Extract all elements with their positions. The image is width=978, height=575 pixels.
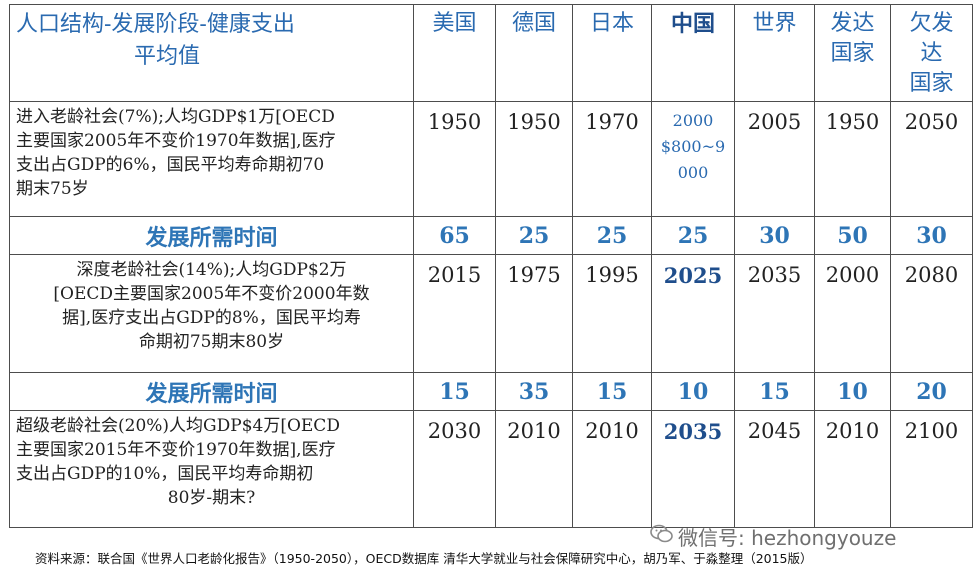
watermark-text: 微信号: hezhongyouze [678, 526, 897, 550]
table-cell: 1970 [572, 101, 652, 217]
table-cell: 2050 [890, 101, 973, 217]
table-cell: 15 [572, 372, 652, 411]
table-cell-china: 2025 [651, 254, 735, 373]
header-row: 人口结构-发展阶段-健康支出 平均值 美国 德国 日本 中国 世界 发达 国家 欠… [9, 4, 973, 102]
title-line-1: 人口结构-发展阶段-健康支出 [16, 12, 295, 37]
gap-label: 发展所需时间 [9, 216, 414, 255]
col-header-world: 世界 [734, 4, 815, 102]
gap-row-1: 发展所需时间 65 25 25 25 30 50 30 [9, 216, 973, 255]
table-cell: 1950 [495, 101, 573, 217]
table-cell: 25 [651, 216, 735, 255]
gap-label: 发展所需时间 [9, 372, 414, 411]
table-cell: 2030 [413, 410, 496, 528]
col-header-developed: 发达 国家 [814, 4, 891, 102]
stage-desc-super-aging: 超级老龄社会(20%)人均GDP$4万[OECD 主要国家2015年不变价1970… [9, 410, 414, 528]
title-line-2: 平均值 [134, 44, 201, 69]
stage-row-deep-aging: 深度老龄社会(14%);人均GDP$2万 [OECD主要国家2005年不变价200… [9, 254, 973, 373]
wechat-watermark: 微信号: hezhongyouze [650, 522, 970, 550]
table-cell: 35 [495, 372, 573, 411]
table-cell: 2010 [572, 410, 652, 528]
table-cell: 2035 [734, 254, 815, 373]
table-cell: 2080 [890, 254, 973, 373]
col-header-china: 中国 [651, 4, 735, 102]
table-cell: 20 [890, 372, 973, 411]
table-cell: 1975 [495, 254, 573, 373]
table-cell-china: 2035 [651, 410, 735, 528]
table-cell: 2100 [890, 410, 973, 528]
col-header-usa: 美国 [413, 4, 496, 102]
table-cell: 65 [413, 216, 496, 255]
stage-row-aging: 进入老龄社会(7%);人均GDP$1万[OECD 主要国家2005年不变价1970… [9, 101, 973, 217]
table-cell: 25 [495, 216, 573, 255]
stage-desc-aging: 进入老龄社会(7%);人均GDP$1万[OECD 主要国家2005年不变价1970… [9, 101, 414, 217]
table-cell: 25 [572, 216, 652, 255]
table-cell: 2005 [734, 101, 815, 217]
table-cell: 50 [814, 216, 891, 255]
table-cell: 2015 [413, 254, 496, 373]
table-cell: 30 [890, 216, 973, 255]
gap-row-2: 发展所需时间 15 35 15 10 15 10 20 [9, 372, 973, 411]
wechat-icon [650, 524, 673, 543]
col-header-japan: 日本 [572, 4, 652, 102]
table-cell: 2000 [814, 254, 891, 373]
table-cell: 1995 [572, 254, 652, 373]
table-cell: 15 [734, 372, 815, 411]
table-cell: 2045 [734, 410, 815, 528]
aging-stages-table: 人口结构-发展阶段-健康支出 平均值 美国 德国 日本 中国 世界 发达 国家 欠… [9, 4, 973, 528]
table-cell: 2010 [495, 410, 573, 528]
table-cell-china: 2000 $800~9 000 [651, 101, 735, 217]
table-cell: 1950 [814, 101, 891, 217]
table-cell: 1950 [413, 101, 496, 217]
table-title: 人口结构-发展阶段-健康支出 平均值 [9, 4, 414, 102]
col-header-less-developed: 欠发达国家 [890, 4, 973, 102]
stage-desc-deep-aging: 深度老龄社会(14%);人均GDP$2万 [OECD主要国家2005年不变价200… [9, 254, 414, 373]
table-cell: 10 [651, 372, 735, 411]
col-header-germany: 德国 [495, 4, 573, 102]
table-cell: 15 [413, 372, 496, 411]
table-cell: 2010 [814, 410, 891, 528]
source-note: 资料来源：联合国《世界人口老龄化报告》（1950-2050），OECD数据库 清… [35, 551, 813, 566]
stage-row-super-aging: 超级老龄社会(20%)人均GDP$4万[OECD 主要国家2015年不变价1970… [9, 410, 973, 528]
table-cell: 10 [814, 372, 891, 411]
table-cell: 30 [734, 216, 815, 255]
